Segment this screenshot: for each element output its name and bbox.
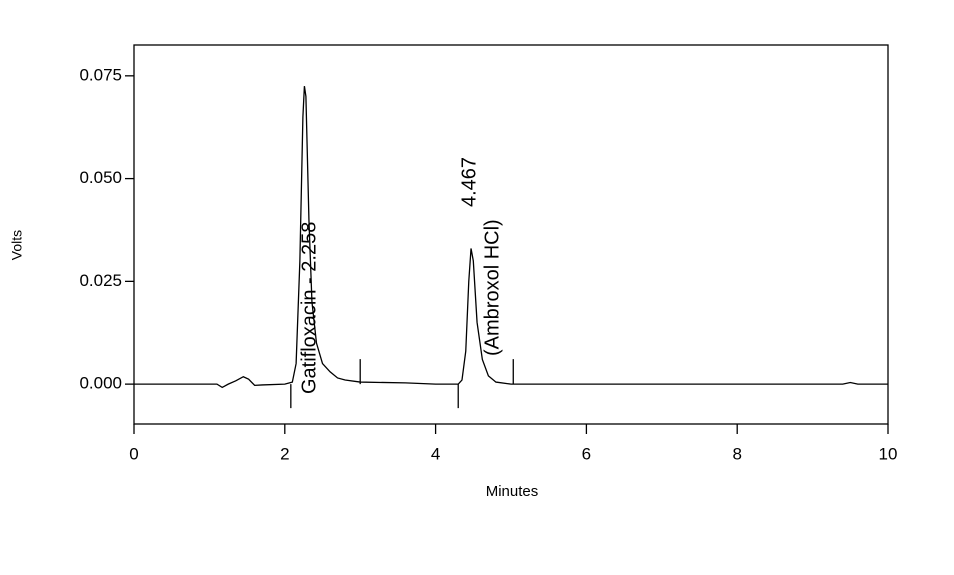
annotation: Gatifloxacin - 2.258 [298,222,320,394]
x-tick-label: 4 [431,444,440,463]
y-axis-label: Volts [9,230,25,260]
y-tick-label: 0.075 [79,65,122,84]
x-tick-label: 6 [582,444,591,463]
annotation: 4.467 [458,157,480,207]
y-tick-label: 0.025 [79,271,122,290]
x-tick-label: 0 [129,444,138,463]
y-tick-label: 0.000 [79,374,122,393]
annotation: (Ambroxol HCl) [481,219,503,356]
chromatogram-line [134,86,888,389]
x-tick-label: 2 [280,444,289,463]
x-tick-label: 8 [732,444,741,463]
plot-frame [133,44,889,425]
x-tick-label: 10 [879,444,898,463]
x-axis-label: Minutes [486,483,539,500]
y-tick-label: 0.050 [79,168,122,187]
